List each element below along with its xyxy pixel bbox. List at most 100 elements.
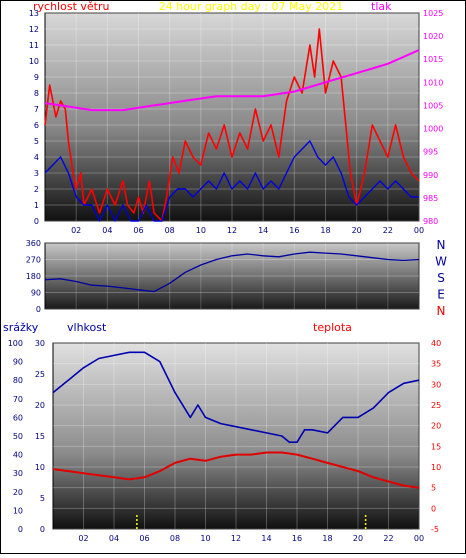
panel3-x-ticks: 02 04 06 08 10 12 14 16 18 20 22 00 [78, 534, 424, 543]
chart-title: 24 hour graph day : 07 May 2021 [159, 1, 344, 13]
rain-tick: 90 [13, 358, 23, 367]
rain-tick: 50 [13, 432, 23, 441]
rain-label: srážky [3, 321, 39, 334]
temperature-tick: 5 [431, 484, 436, 493]
panel3-x-tick: 04 [109, 534, 119, 543]
rain-tick: 10 [13, 506, 23, 515]
panel3-x-tick: 12 [231, 534, 241, 543]
wind-direction-tick: 0 [36, 305, 41, 314]
series-layer [44, 28, 420, 529]
temperature-tick: 10 [431, 463, 441, 472]
pressure-tick: 1005 [423, 101, 443, 110]
panel3-x-tick: 16 [292, 534, 302, 543]
rain-ticks: 0 10 20 30 40 50 60 70 80 90 100 [8, 339, 23, 534]
pressure-series-line [44, 49, 420, 112]
temperature-tick: 0 [431, 504, 436, 513]
pressure-tick: 1010 [423, 78, 443, 87]
humidity-tick: 20 [35, 401, 45, 410]
rain-tick: 20 [13, 488, 23, 497]
temperature-tick: 20 [431, 422, 441, 431]
pressure-label: tlak [371, 1, 392, 13]
humidity-tick: 10 [35, 463, 45, 472]
panel3-x-tick: 20 [353, 534, 363, 543]
temperature-tick: 30 [431, 380, 441, 389]
panel3-x-tick: 08 [170, 534, 180, 543]
panel1-x-tick: 18 [320, 226, 330, 235]
panel1-x-tick: 08 [165, 226, 175, 235]
pressure-tick: 1025 [423, 9, 443, 18]
temperature-tick: 35 [431, 360, 441, 369]
wind-direction-ticks: 0 90 180 270 360 [26, 239, 41, 314]
wind-speed-tick: 4 [34, 153, 39, 162]
pressure-tick: 995 [423, 148, 438, 157]
compass-label: N [437, 304, 446, 318]
wind-speed-tick: 5 [34, 137, 39, 146]
wind-speed-tick: 13 [29, 9, 39, 18]
temperature-ticks: -5 0 5 10 15 20 25 30 35 40 [431, 339, 441, 534]
panel1-x-tick: 16 [289, 226, 299, 235]
wind-direction-tick: 360 [26, 239, 41, 248]
panel3-x-tick: 00 [414, 534, 424, 543]
rain-tick: 60 [13, 413, 23, 422]
humidity-tick: 30 [35, 339, 45, 348]
wind-speed-tick: 0 [34, 217, 39, 226]
temperature-series-line [52, 451, 420, 489]
temperature-tick: 40 [431, 339, 441, 348]
pressure-tick: 1015 [423, 55, 443, 64]
panel1-x-tick: 00 [414, 226, 424, 235]
rain-tick: 100 [8, 339, 23, 348]
panel1-x-tick: 06 [133, 226, 143, 235]
humidity-tick: 15 [35, 432, 45, 441]
panel1-x-tick: 04 [102, 226, 112, 235]
humidity-ticks: 0 5 10 15 20 25 30 [35, 339, 45, 534]
wind-speed-tick: 9 [34, 73, 39, 82]
rain-tick: 40 [13, 451, 23, 460]
wind-direction-series-line [44, 251, 420, 293]
compass-label: E [437, 288, 445, 302]
panel3-x-tick: 22 [383, 534, 393, 543]
temperature-label: teplota [313, 321, 352, 334]
panel1-x-tick: 22 [383, 226, 393, 235]
compass-label: S [437, 271, 445, 285]
humidity-tick: 5 [40, 494, 45, 503]
humidity-tick: 0 [40, 525, 45, 534]
temperature-tick: 25 [431, 401, 441, 410]
panel3-x-tick: 02 [78, 534, 88, 543]
panel1-x-tick: 14 [258, 226, 268, 235]
panel3-x-tick: 06 [139, 534, 149, 543]
wind-speed-tick: 10 [29, 57, 39, 66]
wind-speed-tick: 8 [34, 89, 39, 98]
wind-direction-tick: 180 [26, 272, 41, 281]
compass-label: N [437, 238, 446, 252]
wind-speed-tick: 1 [34, 201, 39, 210]
pressure-tick: 980 [423, 217, 438, 226]
panel1-x-tick: 02 [71, 226, 81, 235]
humidity-series-line [52, 351, 420, 443]
rain-tick: 80 [13, 376, 23, 385]
rain-tick: 70 [13, 395, 23, 404]
wind-speed-tick: 6 [34, 121, 39, 130]
pressure-tick: 1000 [423, 125, 443, 134]
wind-speed-label: rychlost větru [33, 1, 109, 13]
panel3-x-tick: 14 [261, 534, 271, 543]
panel3-plot-area [52, 342, 420, 530]
temperature-tick: -5 [431, 525, 439, 534]
panel1-x-tick: 20 [352, 226, 362, 235]
wind-direction-tick: 90 [31, 289, 41, 298]
humidity-tick: 25 [35, 370, 45, 379]
panel1-plot-area [44, 12, 420, 222]
compass-label: W [435, 255, 447, 269]
panel2-plot-area [44, 242, 420, 310]
temperature-tick: 15 [431, 442, 441, 451]
wind-speed-tick: 12 [29, 25, 39, 34]
panel3-x-tick: 18 [322, 534, 332, 543]
pressure-ticks: 980 985 990 995 1000 1005 1010 1015 1020 1025 [423, 9, 443, 226]
pressure-tick: 985 [423, 194, 438, 203]
wind-speed-tick: 11 [29, 41, 39, 50]
average-series-line [44, 140, 419, 222]
rain-tick: 0 [18, 525, 23, 534]
panel1-x-tick: 10 [196, 226, 206, 235]
